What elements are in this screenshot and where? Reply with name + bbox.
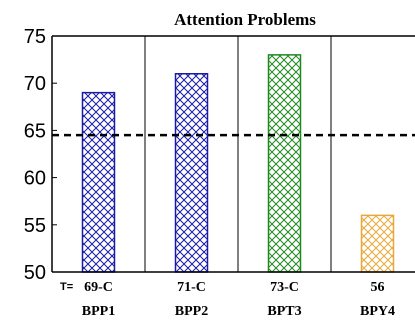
chart-title: Attention Problems bbox=[174, 10, 316, 29]
value-label: 69-C bbox=[84, 280, 113, 295]
y-tick-label: 60 bbox=[24, 168, 46, 190]
y-tick-label: 75 bbox=[24, 26, 46, 48]
y-tick-label: 55 bbox=[24, 215, 46, 237]
bar-bpt3 bbox=[269, 55, 301, 272]
category-label: BPT3 bbox=[267, 304, 301, 319]
t-score-prefix: T= bbox=[60, 281, 73, 293]
category-label: BPP2 bbox=[175, 304, 208, 319]
y-tick-label: 50 bbox=[24, 262, 46, 284]
value-label: 71-C bbox=[177, 280, 206, 295]
bar-bpy4 bbox=[362, 215, 394, 272]
y-tick-label: 70 bbox=[24, 73, 46, 95]
bar-bpp2 bbox=[176, 74, 208, 272]
category-label: BPP1 bbox=[82, 304, 115, 319]
value-label: 56 bbox=[371, 280, 385, 295]
category-label: BPY4 bbox=[360, 304, 395, 319]
bar-bpp1 bbox=[83, 93, 115, 272]
y-tick-label: 65 bbox=[24, 120, 46, 142]
value-label: 73-C bbox=[270, 280, 299, 295]
